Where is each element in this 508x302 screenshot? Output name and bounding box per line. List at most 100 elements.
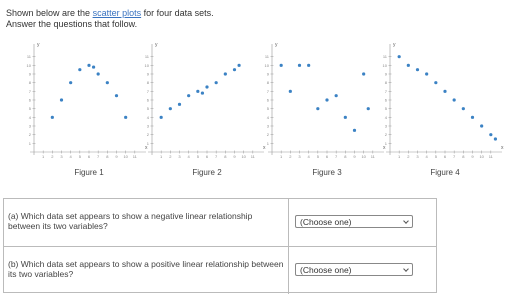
point <box>334 94 338 98</box>
y-axis-label: y <box>393 42 396 48</box>
y-axis-label: y <box>37 42 40 48</box>
point <box>159 115 163 119</box>
question: (b) Which data set appears to show a pos… <box>8 259 286 279</box>
y-tick-label: 2 <box>29 132 32 137</box>
point <box>87 63 91 67</box>
dropdown[interactable]: (Choose one) <box>295 215 413 228</box>
x-tick-label: 1 <box>398 154 401 159</box>
question: (a) Which data set appears to show a neg… <box>8 211 286 231</box>
y-tick-label: 4 <box>267 115 270 120</box>
y-tick-label: 8 <box>29 80 32 85</box>
y-tick-label: 6 <box>385 98 388 103</box>
point <box>124 115 128 119</box>
x-tick-label: 3 <box>178 154 181 159</box>
point <box>237 63 241 67</box>
point <box>78 68 82 72</box>
y-tick-label: 8 <box>267 80 270 85</box>
point <box>316 107 320 111</box>
point <box>177 102 182 106</box>
point <box>366 107 370 111</box>
y-tick-label: 2 <box>147 132 150 137</box>
caption: Figure 2 <box>192 168 222 177</box>
x-tick-label: 8 <box>462 154 465 159</box>
x-axis-label: x <box>145 145 148 151</box>
x-tick-label: 1 <box>160 154 163 159</box>
x-tick-label: 8 <box>344 154 347 159</box>
point <box>214 81 218 85</box>
y-tick-label: 1 <box>147 141 150 146</box>
point <box>168 107 172 111</box>
y-tick-label: 7 <box>147 89 150 94</box>
point <box>406 63 410 67</box>
y-tick-label: 2 <box>267 132 270 137</box>
point <box>443 89 447 93</box>
y-tick-label: 10 <box>383 63 388 68</box>
caption: Figure 4 <box>430 168 460 177</box>
y-tick-label: 10 <box>145 63 150 68</box>
x-tick-label: 1 <box>280 154 283 159</box>
y-tick-label: 6 <box>29 98 32 103</box>
x-tick-label: 7 <box>453 154 456 159</box>
x-axis-label: x <box>263 145 266 151</box>
point <box>96 72 100 76</box>
label: (a) <box>8 211 19 221</box>
x-tick-label: 2 <box>407 154 410 159</box>
point <box>493 137 498 141</box>
x-tick-label: 3 <box>416 154 419 159</box>
point <box>232 68 237 72</box>
x-tick-label: 5 <box>197 154 200 159</box>
y-tick-label: 3 <box>29 124 32 129</box>
dropdown[interactable]: (Choose one) <box>295 263 413 276</box>
x-tick-label: 6 <box>444 154 447 159</box>
x-tick-label: 7 <box>97 154 100 159</box>
x-tick-label: 8 <box>106 154 109 159</box>
y-tick-label: 9 <box>385 72 388 77</box>
x-tick-label: 4 <box>70 154 73 159</box>
x-tick-label: 5 <box>317 154 320 159</box>
point <box>196 89 200 93</box>
x-tick-label: 4 <box>426 154 429 159</box>
y-tick-label: 10 <box>265 63 270 68</box>
y-axis-label: y <box>275 42 278 48</box>
point <box>452 98 456 102</box>
y-tick-label: 5 <box>385 106 388 111</box>
y-tick-label: 11 <box>265 54 270 59</box>
y-tick-label: 5 <box>29 106 32 111</box>
x-tick-label: 10 <box>241 154 246 159</box>
x-tick-label: 6 <box>206 154 209 159</box>
instruction: Answer the questions that follow. <box>6 19 138 29</box>
x-tick-label: 7 <box>215 154 218 159</box>
x-tick-label: 3 <box>60 154 63 159</box>
y-tick-label: 6 <box>147 98 150 103</box>
y-tick-label: 2 <box>385 132 388 137</box>
y-tick-label: 10 <box>27 63 32 68</box>
y-tick-label: 9 <box>267 72 270 77</box>
point <box>50 115 54 119</box>
point <box>105 81 109 85</box>
point <box>362 72 366 76</box>
point <box>470 115 475 119</box>
x-tick-label: 3 <box>298 154 301 159</box>
y-tick-label: 9 <box>29 72 32 77</box>
link[interactable]: scatter plots <box>92 8 142 18</box>
y-tick-label: 11 <box>27 54 32 59</box>
point <box>187 94 191 98</box>
y-tick-label: 4 <box>147 115 150 120</box>
point <box>352 128 357 132</box>
point <box>307 63 311 67</box>
point <box>434 81 438 85</box>
text: Which data set appears to show a negativ… <box>8 211 253 231</box>
y-tick-label: 1 <box>29 141 32 146</box>
y-tick-label: 5 <box>267 106 270 111</box>
y-tick-label: 8 <box>385 80 388 85</box>
point <box>200 91 205 95</box>
x-tick-label: 11 <box>489 154 494 159</box>
x-tick-label: 6 <box>326 154 329 159</box>
point <box>297 63 302 67</box>
x-tick-label: 11 <box>133 154 138 159</box>
point <box>205 85 209 89</box>
y-axis-label: y <box>155 42 158 48</box>
point <box>325 98 329 102</box>
y-tick-label: 6 <box>267 98 270 103</box>
